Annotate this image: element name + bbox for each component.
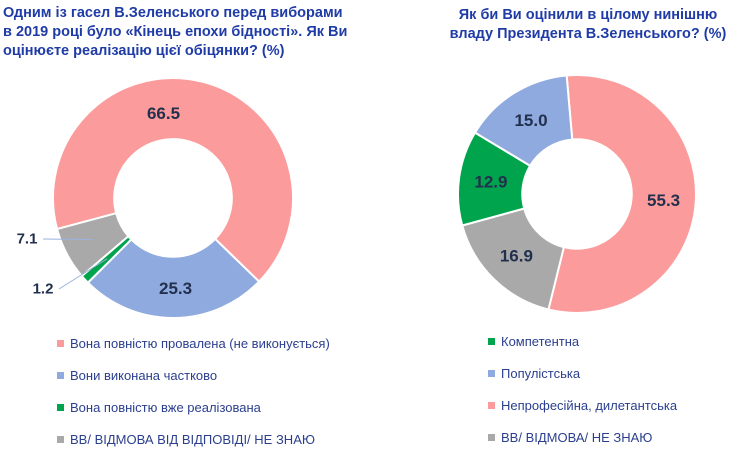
data-label: 25.3 bbox=[159, 279, 192, 298]
legend-color-swatch bbox=[488, 369, 495, 377]
legend-item: Вона повністю вже реалізована bbox=[57, 391, 330, 423]
legend-item: Компетентна bbox=[488, 325, 677, 357]
legend-color-swatch bbox=[488, 433, 495, 441]
donut-slice bbox=[52, 77, 294, 283]
right-donut-chart: 55.3 16.9 12.9 15.0 bbox=[457, 74, 697, 314]
legend-item: Непрофесійна, дилетантська bbox=[488, 389, 677, 421]
legend-color-swatch bbox=[57, 435, 64, 443]
legend-label: Непрофесійна, дилетантська bbox=[501, 397, 678, 413]
left-chart-title: Одним із гасел В.Зеленського перед вибор… bbox=[3, 5, 348, 59]
donut-slice bbox=[547, 74, 697, 314]
donut-slice bbox=[86, 237, 261, 319]
legend-color-swatch bbox=[57, 371, 64, 379]
donut-slice bbox=[56, 212, 130, 277]
legend-color-swatch bbox=[57, 339, 64, 347]
label-leader-line bbox=[58, 258, 108, 290]
right-chart-legend: Компетентна Популістська Непрофесійна, дил… bbox=[488, 325, 677, 453]
legend-item: Вони виконана частково bbox=[57, 359, 330, 391]
data-label: 55.3 bbox=[647, 191, 680, 210]
legend-label: ВВ/ ВІДМОВА/ НЕ ЗНАЮ bbox=[501, 429, 653, 445]
legend-color-swatch bbox=[488, 401, 495, 409]
legend-label: Вона повністю провалена (не виконується) bbox=[70, 335, 330, 351]
legend-item: ВВ/ ВІДМОВА ВІД ВІДПОВІДІ/ НЕ ЗНАЮ bbox=[57, 423, 330, 455]
left-donut-chart: 66.5 25.3 1.2 7.1 bbox=[17, 77, 294, 319]
legend-color-swatch bbox=[57, 403, 64, 411]
legend-label: Популістська bbox=[501, 365, 581, 381]
legend-color-swatch bbox=[488, 337, 495, 345]
label-leader-line bbox=[42, 238, 94, 241]
data-label: 1.2 bbox=[33, 281, 54, 298]
legend-label: Вони виконана частково bbox=[70, 367, 218, 383]
donut-slice bbox=[474, 74, 574, 167]
legend-item: ВВ/ ВІДМОВА/ НЕ ЗНАЮ bbox=[488, 421, 677, 453]
legend-label: Вона повністю вже реалізована bbox=[70, 399, 261, 415]
data-label: 15.0 bbox=[514, 111, 547, 130]
right-chart-title: Як би Ви оцінили в цілому нинішню владу … bbox=[449, 7, 727, 42]
legend-label: Компетентна bbox=[501, 333, 580, 349]
left-chart-legend: Вона повністю провалена (не виконується)… bbox=[57, 327, 330, 455]
data-label: 7.1 bbox=[17, 231, 38, 248]
legend-item: Популістська bbox=[488, 357, 677, 389]
data-label: 66.5 bbox=[147, 104, 180, 123]
data-label: 12.9 bbox=[474, 173, 507, 192]
legend-label: ВВ/ ВІДМОВА ВІД ВІДПОВІДІ/ НЕ ЗНАЮ bbox=[70, 431, 315, 447]
legend-item: Вона повністю провалена (не виконується) bbox=[57, 327, 330, 359]
data-label: 16.9 bbox=[500, 247, 533, 266]
